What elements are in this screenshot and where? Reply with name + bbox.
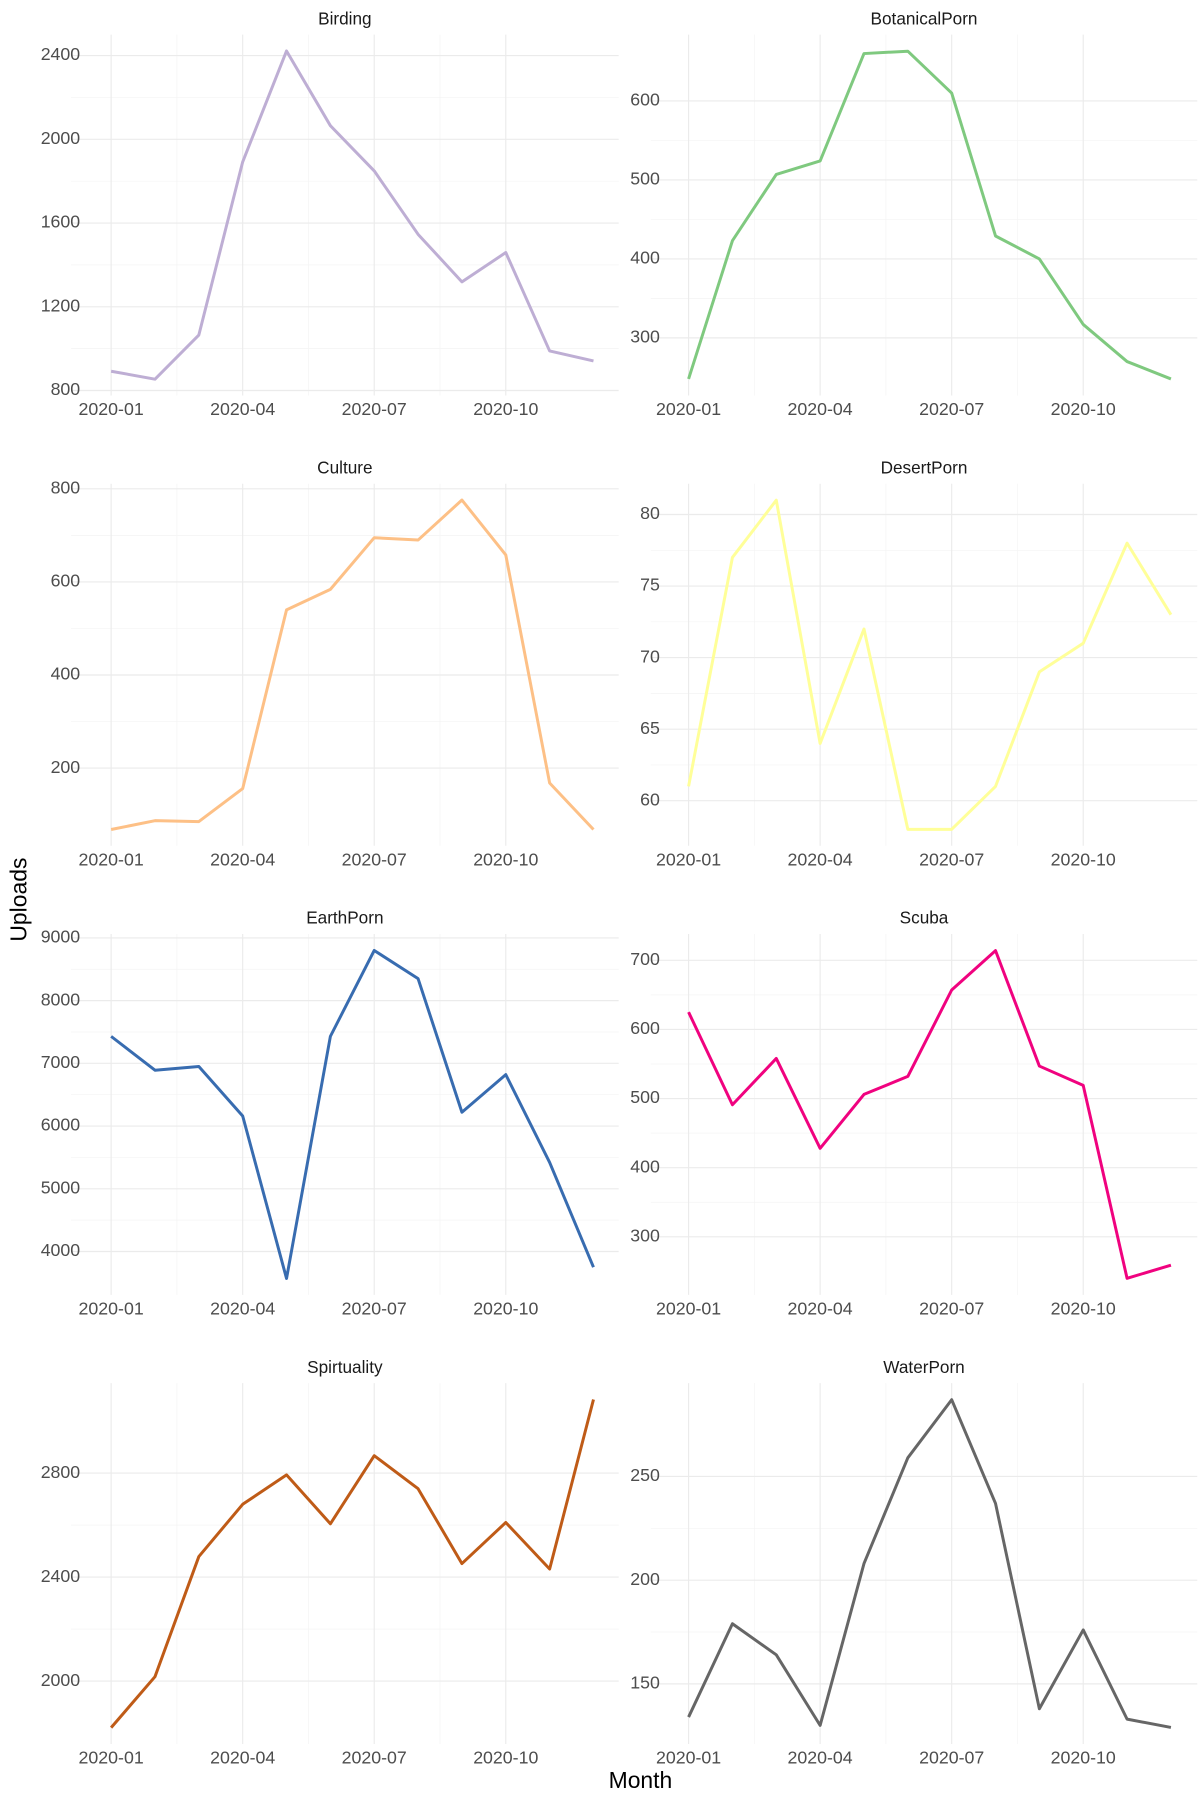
y-tick-label: 75 <box>640 575 660 595</box>
y-tick-label: 400 <box>51 664 81 684</box>
y-tick-label: 1600 <box>41 212 81 232</box>
x-tick-label: 2020-04 <box>788 1298 853 1318</box>
y-tick-label: 65 <box>640 718 660 738</box>
y-tick-label: 2400 <box>41 1566 81 1586</box>
x-tick-label: 2020-04 <box>210 399 275 419</box>
y-tick-label: 600 <box>630 90 660 110</box>
x-tick-label: 2020-10 <box>1051 1298 1116 1318</box>
panel-title: Birding <box>318 8 371 28</box>
y-tick-label: 70 <box>640 646 660 666</box>
y-tick-label: 600 <box>630 1018 660 1038</box>
y-tick-label: 7000 <box>41 1052 81 1072</box>
y-tick-label: 250 <box>630 1465 660 1485</box>
x-tick-label: 2020-01 <box>79 1748 144 1768</box>
x-tick-label: 2020-07 <box>342 399 407 419</box>
panel-title: Spirtuality <box>307 1357 383 1377</box>
x-tick-label: 2020-04 <box>788 399 853 419</box>
y-tick-label: 800 <box>51 379 81 399</box>
y-tick-label: 800 <box>51 478 81 498</box>
x-tick-label: 2020-04 <box>788 1748 853 1768</box>
y-tick-label: 150 <box>630 1673 660 1693</box>
x-tick-label: 2020-10 <box>1051 1748 1116 1768</box>
x-tick-label: 2020-10 <box>1051 399 1116 419</box>
x-tick-label: 2020-07 <box>919 1748 984 1768</box>
y-tick-label: 60 <box>640 789 660 809</box>
x-tick-label: 2020-10 <box>473 1298 538 1318</box>
y-tick-label: 2800 <box>41 1462 81 1482</box>
y-tick-label: 2000 <box>41 128 81 148</box>
x-tick-label: 2020-01 <box>79 399 144 419</box>
y-tick-label: 200 <box>630 1569 660 1589</box>
panel-title: Scuba <box>900 908 949 928</box>
x-tick-label: 2020-07 <box>919 1298 984 1318</box>
panel-title: BotanicalPorn <box>871 8 978 28</box>
line <box>687 1398 1172 1729</box>
x-tick-label: 2020-07 <box>342 1748 407 1768</box>
y-tick-label: 1200 <box>41 295 81 315</box>
x-tick-label: 2020-10 <box>473 399 538 419</box>
y-tick-label: 300 <box>630 1226 660 1246</box>
x-tick-label: 2020-07 <box>342 1298 407 1318</box>
panel-title: DesertPorn <box>881 457 968 477</box>
x-tick-label: 2020-10 <box>473 1748 538 1768</box>
x-axis-title: Month <box>609 1767 673 1793</box>
x-tick-label: 2020-07 <box>342 849 407 869</box>
y-tick-label: 500 <box>630 1087 660 1107</box>
y-tick-label: 9000 <box>41 927 81 947</box>
x-tick-label: 2020-04 <box>210 849 275 869</box>
line <box>110 498 595 831</box>
y-tick-label: 2000 <box>41 1670 81 1690</box>
y-tick-label: 400 <box>630 1156 660 1176</box>
x-tick-label: 2020-01 <box>656 399 721 419</box>
y-tick-label: 400 <box>630 248 660 268</box>
x-tick-label: 2020-07 <box>919 399 984 419</box>
y-tick-label: 2400 <box>41 44 81 64</box>
x-tick-label: 2020-10 <box>1051 849 1116 869</box>
x-tick-label: 2020-01 <box>79 849 144 869</box>
x-tick-label: 2020-01 <box>79 1298 144 1318</box>
line <box>110 49 594 381</box>
y-tick-label: 6000 <box>41 1115 81 1135</box>
x-tick-label: 2020-04 <box>788 849 853 869</box>
y-axis-title: Uploads <box>6 858 32 942</box>
y-tick-label: 8000 <box>41 989 81 1009</box>
x-tick-label: 2020-01 <box>656 1748 721 1768</box>
y-tick-label: 4000 <box>41 1240 81 1260</box>
panel-title: WaterPorn <box>883 1357 964 1377</box>
y-tick-label: 200 <box>51 757 81 777</box>
x-tick-label: 2020-01 <box>656 849 721 869</box>
x-tick-label: 2020-10 <box>473 849 538 869</box>
x-tick-label: 2020-01 <box>656 1298 721 1318</box>
panel-title: Culture <box>317 457 372 477</box>
y-tick-label: 600 <box>51 571 81 591</box>
line <box>687 49 1172 381</box>
line <box>110 1399 595 1729</box>
y-tick-label: 5000 <box>41 1177 81 1197</box>
x-tick-label: 2020-04 <box>210 1298 275 1318</box>
y-tick-label: 300 <box>630 327 660 347</box>
y-tick-label: 700 <box>630 949 660 969</box>
panel-title: EarthPorn <box>306 908 383 928</box>
x-tick-label: 2020-04 <box>210 1748 275 1768</box>
x-tick-label: 2020-07 <box>919 849 984 869</box>
y-tick-label: 80 <box>640 503 660 523</box>
line <box>687 949 1172 1280</box>
y-tick-label: 500 <box>630 169 660 189</box>
line <box>110 948 595 1280</box>
line <box>687 498 1173 831</box>
